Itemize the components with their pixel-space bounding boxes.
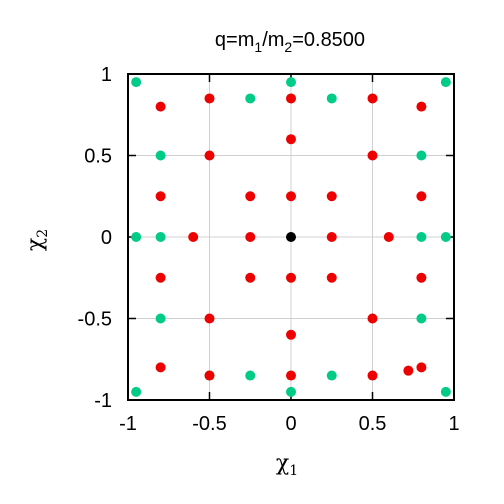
data-point-red	[367, 313, 378, 324]
data-point-red	[155, 362, 166, 373]
data-point-red	[367, 150, 378, 161]
data-point-green	[440, 77, 451, 88]
data-point-green	[131, 77, 142, 88]
y-tick-label: -1	[94, 390, 112, 412]
data-point-red	[367, 370, 378, 381]
data-point-green	[245, 370, 256, 381]
data-point-green	[286, 77, 296, 88]
y-tick-label: 0.5	[84, 146, 112, 168]
data-point-green	[326, 370, 337, 381]
data-point-green	[416, 232, 427, 242]
data-point-red	[204, 93, 215, 104]
data-point-green	[440, 386, 451, 397]
data-point-red	[403, 365, 414, 376]
data-point-green	[155, 232, 166, 242]
data-point-green	[326, 93, 337, 104]
data-point-red	[326, 191, 337, 202]
data-point-red	[286, 93, 296, 104]
data-point-red	[204, 313, 215, 324]
data-point-red	[326, 272, 337, 283]
data-point-green	[245, 93, 256, 104]
data-point-red	[367, 93, 378, 104]
data-point-green	[416, 313, 427, 324]
data-points	[131, 77, 451, 397]
data-point-green	[131, 386, 142, 397]
data-point-red	[155, 272, 166, 283]
data-point-red	[204, 150, 215, 161]
data-point-green	[440, 232, 451, 242]
data-point-red	[204, 370, 215, 381]
data-point-red	[286, 370, 296, 381]
data-point-red	[155, 101, 166, 112]
y-tick-label: 1	[101, 64, 112, 86]
data-point-red	[416, 101, 427, 112]
y-tick-label: 0	[101, 227, 112, 249]
x-tick-label: -0.5	[192, 413, 226, 435]
data-point-red	[383, 232, 394, 242]
x-axis-label: χ1	[276, 451, 298, 479]
y-tick-label: -0.5	[78, 309, 112, 331]
x-tick-label: 1	[448, 413, 459, 435]
data-point-red	[286, 329, 296, 340]
data-point-green	[286, 386, 296, 397]
data-point-green	[155, 313, 166, 324]
data-point-red	[155, 191, 166, 202]
data-point-red	[188, 232, 199, 242]
data-point-red	[326, 232, 337, 242]
data-point-red	[416, 272, 427, 283]
data-point-green	[131, 232, 142, 242]
data-point-red	[245, 191, 256, 202]
x-tick-label: 0	[285, 413, 296, 435]
data-point-green	[416, 150, 427, 161]
chart-title: q=m1/m2=0.8500	[215, 29, 365, 55]
data-point-red	[245, 232, 256, 242]
data-point-red	[416, 362, 427, 373]
ticks: -1 -0.5 0 0.5 1 -1 -0.5 0 0.5 1	[78, 64, 460, 435]
data-point-red	[416, 191, 427, 202]
y-axis-label: χ2	[23, 229, 51, 251]
x-tick-label: 0.5	[359, 413, 387, 435]
data-point-red	[286, 272, 296, 283]
x-tick-label: -1	[119, 413, 137, 435]
data-point-red	[286, 134, 296, 145]
data-point-red	[245, 272, 256, 283]
data-point-green	[155, 150, 166, 161]
data-point-red	[286, 191, 296, 202]
data-point-black	[286, 232, 296, 242]
plot-frame	[127, 73, 455, 401]
